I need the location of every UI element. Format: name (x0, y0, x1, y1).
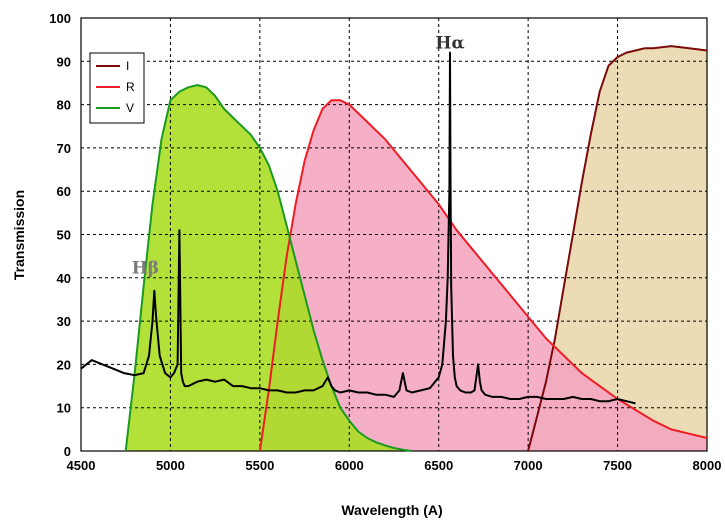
y-tick-label: 30 (57, 314, 71, 329)
annotation-label: Hα (435, 33, 464, 53)
series-line-spectrum (80, 51, 636, 405)
y-tick-label: 60 (57, 184, 71, 199)
plot-frame (80, 17, 708, 452)
annotations: Hβ Hα (132, 33, 465, 278)
series-fill-v (125, 85, 412, 451)
series-fill-r (259, 100, 707, 452)
y-tick-label: 70 (57, 141, 71, 156)
legend-label: I (126, 59, 129, 73)
x-tick-label: 6500 (424, 458, 453, 473)
legend-label: R (126, 80, 135, 94)
x-tick-label: 6000 (335, 458, 364, 473)
x-tick-label: 7000 (514, 458, 543, 473)
annotation-label: Hβ (132, 258, 159, 278)
y-tick-label: 0 (64, 444, 71, 459)
x-tick-label: 7500 (603, 458, 632, 473)
y-axis-title: Transmission (11, 190, 27, 280)
x-axis-title: Wavelength (A) (341, 502, 442, 518)
x-tick-label: 5000 (156, 458, 185, 473)
grid-lines (81, 18, 707, 451)
y-tick-label: 100 (49, 11, 71, 26)
filter-fills (125, 46, 707, 452)
y-tick-label: 80 (57, 98, 71, 113)
y-tick-label: 50 (57, 228, 71, 243)
x-tick-label: 8000 (693, 458, 722, 473)
x-tick-labels: 4500 5000 5500 6000 6500 7000 7500 8000 (67, 458, 722, 473)
y-tick-labels: 0 10 20 30 40 50 60 70 80 90 100 (49, 11, 71, 459)
series-line-v (124, 84, 413, 452)
series-lines (80, 45, 708, 452)
x-tick-label: 5500 (245, 458, 274, 473)
y-tick-label: 10 (57, 401, 71, 416)
x-tick-label: 4500 (67, 458, 96, 473)
legend-label: V (126, 101, 134, 115)
y-tick-label: 40 (57, 271, 71, 286)
y-tick-label: 90 (57, 54, 71, 69)
legend: IRV (89, 52, 145, 124)
y-tick-label: 20 (57, 357, 71, 372)
